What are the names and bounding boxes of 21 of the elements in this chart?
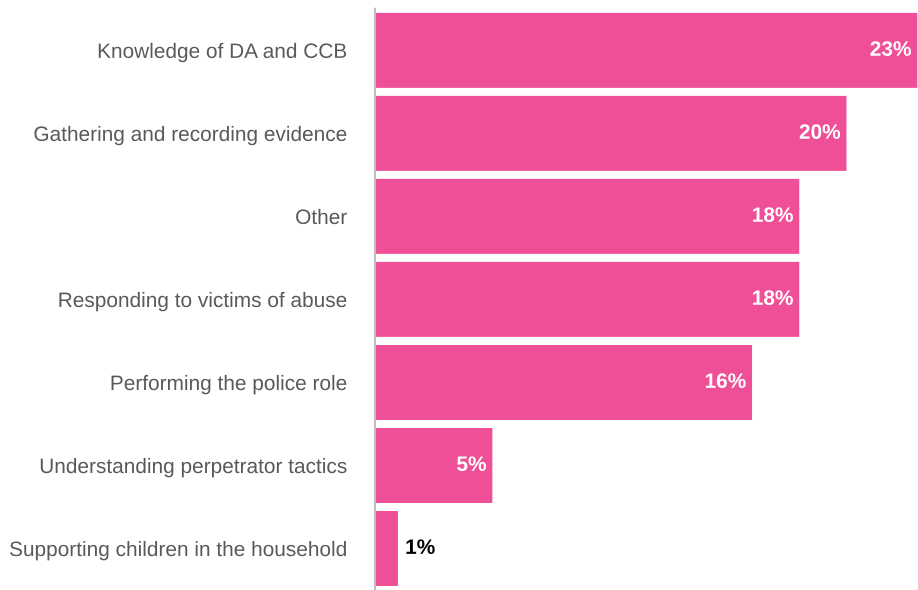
data-label: 23% (870, 41, 911, 56)
data-label: 5% (457, 456, 486, 472)
bar (375, 260, 801, 338)
data-label: 18% (753, 207, 793, 222)
y-tick-label: Understanding perpetrator tactics (40, 458, 346, 478)
data-label: 16% (706, 373, 746, 388)
y-tick-label: Responding to victims of abuse (59, 292, 346, 312)
y-tick-label: Knowledge of DA and CCB (98, 42, 346, 62)
bar (375, 178, 801, 256)
bar (375, 510, 400, 588)
y-tick-label: Performing the police role (112, 374, 346, 394)
bar (375, 426, 494, 504)
data-label: 18% (753, 290, 793, 306)
y-tick-label: Other (296, 208, 347, 224)
bar (375, 11, 918, 90)
bar (375, 94, 848, 172)
bar (375, 344, 754, 422)
data-label: 1% (406, 539, 435, 554)
data-label: 20% (800, 124, 840, 139)
y-tick-label: Supporting children in the household (10, 540, 346, 560)
y-tick-label: Gathering and recording evidence (34, 126, 346, 146)
